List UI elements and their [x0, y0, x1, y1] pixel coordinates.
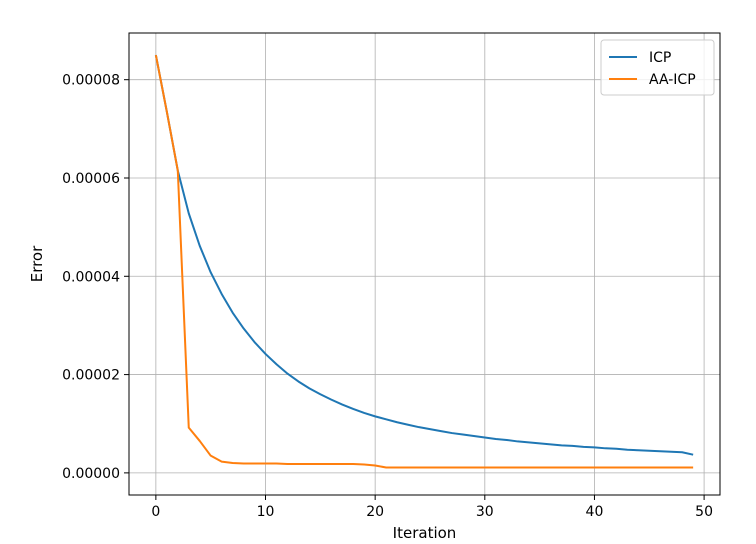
x-tick-label: 40: [586, 504, 604, 520]
series-line-icp: [154, 54, 694, 456]
y-tick-label: 0.00006: [62, 171, 120, 187]
axis-ticks: 0 10 20 30 40 50 0.00000 0.00002 0.00004 0.00006 0…: [62, 73, 713, 520]
y-tick-label: 0.00002: [62, 368, 120, 384]
y-tick-label: 0.00004: [62, 269, 120, 285]
x-tick-label: 30: [476, 504, 494, 520]
legend-label-icp: ICP: [649, 50, 671, 66]
y-tick-label: 0.00000: [62, 466, 120, 482]
legend-box: [600, 39, 715, 96]
x-tick-label: 20: [366, 504, 384, 520]
x-tick-label: 50: [695, 504, 713, 520]
legend-label-aa-icp: AA-ICP: [649, 72, 696, 88]
y-axis-label: Error: [28, 245, 46, 282]
series-line-aa-icp: [154, 54, 694, 469]
legend: ICP AA-ICP: [600, 39, 715, 96]
x-axis-label: Iteration: [393, 524, 457, 542]
x-tick-label: 0: [151, 504, 160, 520]
y-tick-label: 0.00008: [62, 73, 120, 89]
plot-frame: [128, 32, 721, 496]
x-tick-label: 10: [257, 504, 275, 520]
series-lines: [154, 54, 694, 469]
